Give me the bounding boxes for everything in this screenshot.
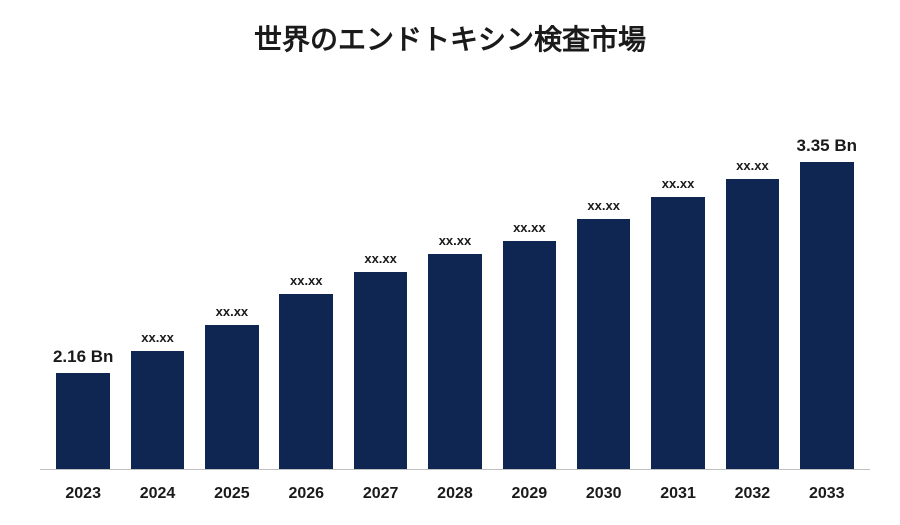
bar-value-label: xx.xx [141, 330, 174, 345]
bar-slot: 3.35 Bn [790, 100, 864, 470]
x-axis-label: 2026 [269, 485, 343, 503]
bar-slot: xx.xx [567, 100, 641, 470]
bar [354, 272, 408, 470]
x-axis-label: 2024 [120, 485, 194, 503]
x-axis-label: 2025 [195, 485, 269, 503]
plot-area: 2.16 Bn xx.xx xx.xx xx.xx xx.xx xx.xx xx.xx xx.… [40, 100, 870, 470]
x-axis-label: 2027 [343, 485, 417, 503]
bar-value-label: xx.xx [513, 220, 546, 235]
bar-slot: xx.xx [492, 100, 566, 470]
bar [577, 219, 631, 470]
bar [205, 325, 259, 470]
bar-value-label: xx.xx [662, 176, 695, 191]
bar-slot: 2.16 Bn [46, 100, 120, 470]
bar-value-label: xx.xx [364, 251, 397, 266]
bar-slot: xx.xx [269, 100, 343, 470]
bar [503, 241, 557, 470]
bar-slot: xx.xx [715, 100, 789, 470]
bar [800, 162, 854, 470]
bar-slot: xx.xx [641, 100, 715, 470]
x-axis-baseline [40, 469, 870, 470]
bar-value-label: xx.xx [439, 233, 472, 248]
x-axis-label: 2029 [492, 485, 566, 503]
x-axis-label: 2028 [418, 485, 492, 503]
bar [56, 373, 110, 470]
bar-value-label: xx.xx [216, 304, 249, 319]
x-axis-label: 2033 [790, 485, 864, 503]
bar-slot: xx.xx [343, 100, 417, 470]
bar [651, 197, 705, 470]
bar [279, 294, 333, 470]
x-axis-labels: 2023202420252026202720282029203020312032… [40, 485, 870, 503]
bar-value-label: xx.xx [736, 158, 769, 173]
bar-slot: xx.xx [418, 100, 492, 470]
bar [726, 179, 780, 470]
bar-value-label: xx.xx [587, 198, 620, 213]
x-axis-label: 2023 [46, 485, 120, 503]
bar-slot: xx.xx [195, 100, 269, 470]
bar [131, 351, 185, 470]
bar-value-label: 2.16 Bn [53, 347, 113, 367]
x-axis-label: 2031 [641, 485, 715, 503]
bar [428, 254, 482, 470]
bar-value-label: xx.xx [290, 273, 323, 288]
bars-container: 2.16 Bn xx.xx xx.xx xx.xx xx.xx xx.xx xx.xx xx.… [40, 100, 870, 470]
x-axis-label: 2030 [567, 485, 641, 503]
chart-title: 世界のエンドトキシン検査市場 [0, 0, 900, 58]
bar-slot: xx.xx [120, 100, 194, 470]
x-axis-label: 2032 [715, 485, 789, 503]
bar-value-label: 3.35 Bn [797, 136, 857, 156]
